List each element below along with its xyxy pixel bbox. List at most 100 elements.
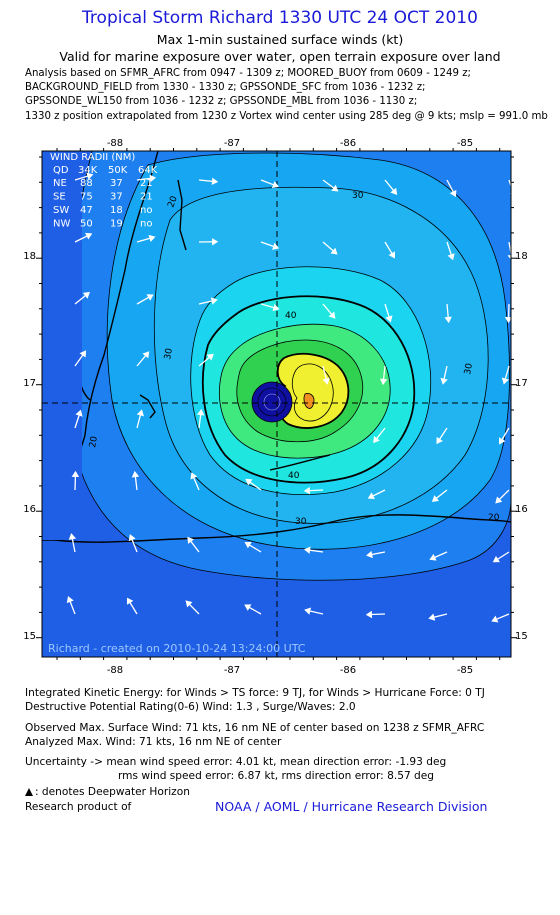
x-tick-bottom: -86 [340,665,356,676]
wind-radii-cell: 21 [140,192,153,203]
map-credit: Richard - created on 2010-10-24 13:24:00… [48,642,306,655]
coastline-belize-cays [139,394,156,419]
wind-vector-head [75,409,83,417]
wind-vector-head [501,377,509,385]
dpr-line: Destructive Potential Rating(0-6) Wind: … [25,701,356,713]
analysis-line: BACKGROUND_FIELD from 1330 - 1330 z; GPS… [25,82,426,94]
contour-labels: 30 40 40 30 30 20 20 30 20 [88,191,500,527]
wind-vector-head [449,189,457,198]
wind-vector-head [128,534,136,542]
wind-radii-cell: 47 [80,205,93,216]
wind-radii-col: 64K [138,165,158,176]
contour-label: 30 [463,362,475,375]
map-title: Tropical Storm Richard 1330 UTC 24 OCT 2… [82,8,478,28]
legend-line: : denotes Deepwater Horizon [25,786,190,798]
wind-radii-col: 34K [78,165,98,176]
wind-vector-head [504,316,511,324]
wind-vector-head [328,311,336,319]
x-tick-top: -86 [340,138,356,149]
wind-vector-head [373,435,380,444]
contour-60kt [291,363,334,422]
wind-vector-head [491,615,499,623]
wind-vector-head [79,350,87,358]
wind-vector-head [428,613,436,621]
wind-vector-head [444,316,452,324]
wind-vector-head [85,232,93,240]
axis-ticks [36,148,517,660]
wind-vector-head [271,181,279,189]
y-tick-right: 16 [515,504,528,515]
storm-eye-core [263,393,281,411]
wind-vector-head [71,470,80,478]
coastline-bay-islands [269,454,331,471]
wind-vector-head [196,408,205,416]
wind-vector-head [431,495,439,502]
uncertainty-line-2: rms wind speed error: 6.87 kt, rms direc… [118,770,435,782]
wind-vector-head [330,247,338,255]
contour-label: 40 [285,311,297,321]
wind-vectors [66,172,511,623]
wind-radii-cell: 37 [110,178,123,189]
wind-vector-head [440,377,448,385]
wind-vector-head [379,378,388,386]
wind-vector-head [272,242,280,250]
x-tick-top: -88 [107,138,123,149]
contour-label: 30 [163,347,175,360]
wind-radii-cell: 88 [80,178,93,189]
wind-vector-head [272,303,280,312]
wind-vector-head [303,486,311,495]
wind-vector-head [131,470,140,478]
wind-radii-cell: 75 [80,192,93,203]
y-tick-left: 16 [23,504,36,515]
wind-vector-head [304,607,312,615]
map-validity-note: Valid for marine exposure over water, op… [59,49,501,64]
wind-vector-head [211,177,219,186]
wind-radii-cell: NE [53,178,67,189]
storm-eye-inner [257,387,287,417]
x-tick-bottom: -87 [224,665,240,676]
wind-vector-head [492,555,500,563]
analysis-line: Analysis based on SFMR_AFRC from 0947 - … [25,68,471,79]
wind-radii-table: WIND RADII (NM) QD 34K 50K 64K NE 88 37 21 S… [50,152,158,230]
wind-vector-head [388,251,395,259]
wind-vector-head [68,533,77,540]
wind-vector-head [495,496,503,504]
wind-vector-head [187,536,195,544]
wind-vector-head [429,553,437,561]
wind-radii-cell: SW [53,205,69,216]
wind-vector-head [499,437,506,445]
y-tick-left: 18 [23,251,36,262]
contour-65kt [303,393,315,409]
wind-vector-head [390,187,398,195]
wind-radii-cell: SE [53,192,66,203]
wind-radii-cell: 18 [110,205,123,216]
wind-vector-head [385,315,393,323]
x-tick-bottom: -85 [457,665,473,676]
analysis-sources: Analysis based on SFMR_AFRC from 0947 - … [25,67,548,124]
wind-radii-cell: no [140,219,152,230]
x-tick-bottom: -88 [107,665,123,676]
wind-vector-head [447,253,455,261]
wind-vector-head [206,353,214,361]
wind-vector-head [507,254,511,260]
wind-vector-head [509,193,511,195]
uncertainty-line-1: Uncertainty -> mean wind speed error: 4.… [25,756,447,768]
wind-vector-head [210,297,218,305]
noaa-aoml-link[interactable]: NOAA / AOML / Hurricane Research Divisio… [215,799,488,814]
legend-text: : denotes Deepwater Horizon [35,786,190,798]
wind-vector [508,179,511,188]
analysis-line: GPSSONDE_WL150 from 1036 - 1232 z; GPSSO… [25,96,418,108]
y-tick-right: 17 [515,378,528,389]
deepwater-horizon-icon [25,788,33,796]
research-product-label: Research product of [25,801,132,813]
contour-label: 30 [352,191,364,201]
contour-label: 30 [295,517,307,527]
plot-frame [41,150,512,658]
wind-vector-head [367,492,375,500]
wind-field-map: -88 -87 -86 -85 -88 -87 -86 -85 18 17 16… [23,138,528,676]
contour-label: 20 [488,513,500,523]
contour-label: 40 [288,471,300,481]
wind-vector-head [365,610,373,619]
wind-vector-head [331,184,339,192]
wind-radii-cell: 50 [80,219,93,230]
